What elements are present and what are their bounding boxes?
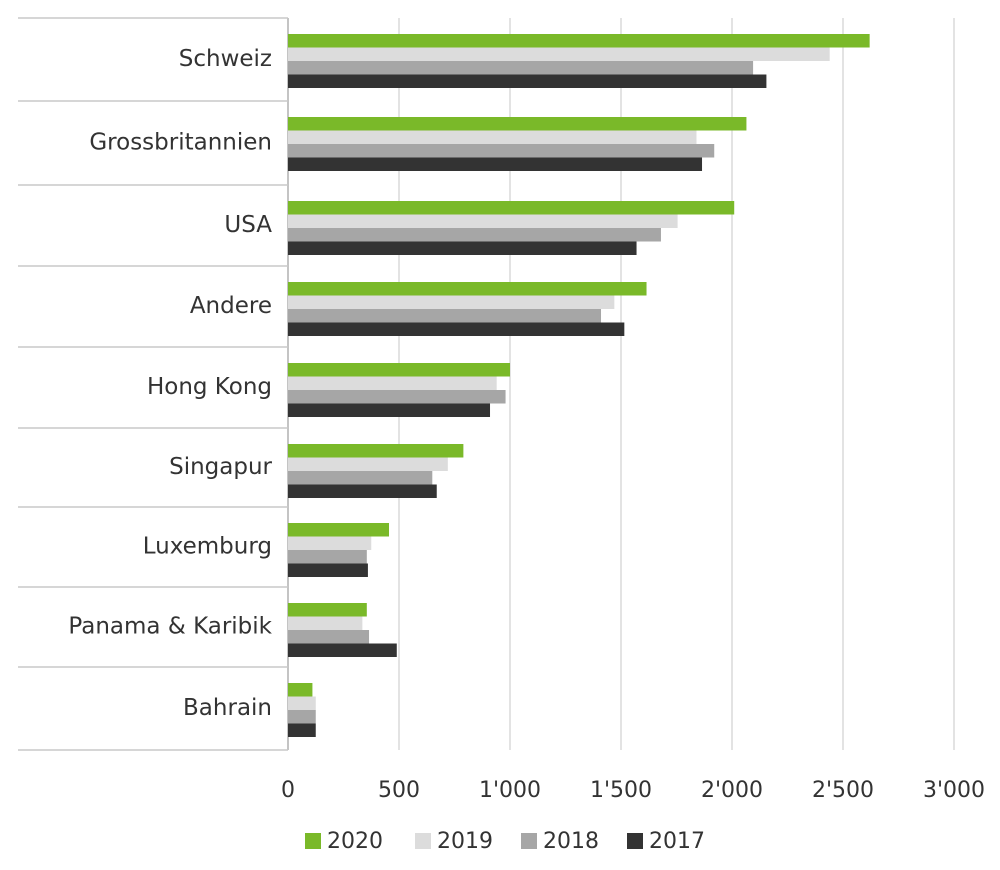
category-separators [18, 17, 288, 751]
bar-2020 [288, 117, 747, 131]
legend-label: 2019 [437, 829, 493, 854]
category-label: Grossbritannien [89, 130, 272, 156]
bar-2020 [288, 363, 510, 377]
legend-label: 2017 [649, 829, 705, 854]
bar-2017 [288, 322, 625, 336]
x-tick-label: 2'500 [812, 778, 874, 803]
bar-2019 [288, 214, 678, 228]
bar-2019 [288, 696, 316, 710]
category-label: Luxemburg [143, 534, 272, 560]
bar-2020 [288, 523, 390, 537]
x-tick-label: 3'000 [923, 778, 985, 803]
legend-label: 2018 [543, 829, 599, 854]
bar-2017 [288, 723, 316, 737]
bar-2017 [288, 643, 397, 657]
bar-2018 [288, 630, 370, 644]
category-label: Schweiz [179, 46, 272, 72]
bar-2017 [288, 484, 437, 498]
bar-2018 [288, 550, 367, 564]
bar-2020 [288, 683, 313, 697]
x-axis-tick-labels: 0 500 1'000 1'500 2'000 2'500 3'000 [281, 778, 985, 803]
x-tick-label: 1'500 [590, 778, 652, 803]
bar-2017 [288, 563, 368, 577]
bar-2017 [288, 74, 767, 88]
category-label: Singapur [169, 454, 272, 480]
bar-2019 [288, 616, 363, 630]
bar-2018 [288, 144, 715, 158]
legend: 2020 2019 2018 2017 [305, 829, 705, 854]
category-labels: Schweiz Grossbritannien USA Andere Hong Kong… [68, 46, 272, 721]
x-tick-label: 0 [281, 778, 295, 803]
bar-2020 [288, 201, 735, 215]
bar-2017 [288, 241, 637, 255]
bar-2019 [288, 47, 830, 61]
category-label: Andere [190, 293, 272, 319]
bar-2020 [288, 34, 870, 48]
bar-2019 [288, 376, 497, 390]
bar-2019 [288, 295, 615, 309]
legend-swatch [521, 833, 537, 849]
legend-swatch [627, 833, 643, 849]
category-label: Panama & Karibik [68, 614, 272, 640]
category-label: Bahrain [183, 695, 272, 721]
bar-2018 [288, 390, 506, 404]
legend-label: 2020 [327, 829, 383, 854]
bar-2018 [288, 710, 316, 724]
bars [288, 34, 870, 737]
bar-2018 [288, 228, 661, 242]
bar-2020 [288, 444, 464, 458]
bar-2017 [288, 157, 703, 171]
bar-2018 [288, 61, 754, 75]
legend-swatch [305, 833, 321, 849]
x-tick-label: 1'000 [479, 778, 541, 803]
bar-2020 [288, 282, 647, 296]
bar-2020 [288, 603, 367, 617]
x-tick-label: 2'000 [701, 778, 763, 803]
bar-2017 [288, 403, 491, 417]
legend-swatch [415, 833, 431, 849]
category-label: USA [224, 212, 272, 238]
bar-2018 [288, 309, 602, 323]
category-label: Hong Kong [147, 374, 272, 400]
bar-2019 [288, 536, 372, 550]
bar-2018 [288, 471, 433, 485]
bar-2019 [288, 457, 448, 471]
bar-2019 [288, 130, 697, 144]
x-tick-label: 500 [378, 778, 420, 803]
